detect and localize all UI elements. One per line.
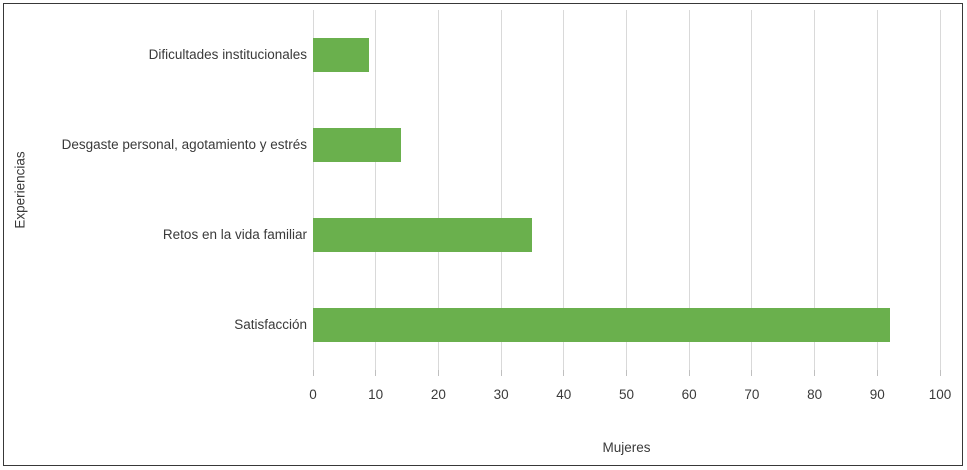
chart-frame: Experiencias Dificultades institucionale… (3, 3, 963, 466)
x-tick-mark (814, 370, 816, 376)
x-tick-mark (751, 370, 753, 376)
gridline (939, 10, 941, 370)
x-tick-label: 0 (309, 387, 317, 402)
category-label: Dificultades institucionales (148, 46, 307, 62)
bar (313, 38, 370, 72)
x-tick-mark (437, 370, 439, 376)
gridline (312, 10, 314, 370)
x-tick-mark (375, 370, 377, 376)
gridline (751, 10, 753, 370)
category-label: Retos en la vida familiar (162, 226, 307, 242)
gridline (814, 10, 816, 370)
x-tick-label: 70 (744, 387, 760, 402)
plot-area: 0 10 20 30 40 50 60 70 80 90 100 (309, 10, 951, 401)
x-tick-label: 90 (869, 387, 885, 402)
category-label: Desgaste personal, agotamiento y estrés (61, 136, 307, 152)
x-tick-label: 50 (618, 387, 635, 402)
x-tick-label: 60 (681, 387, 697, 402)
gridline (437, 10, 439, 370)
x-tick-mark (626, 370, 627, 376)
bar (313, 218, 533, 252)
x-tick-label: 100 (928, 387, 952, 402)
bar (313, 308, 890, 342)
x-tick-mark (563, 370, 565, 376)
gridline (563, 10, 565, 370)
gridline (500, 10, 502, 370)
gridline (688, 10, 690, 370)
x-tick-mark (312, 370, 314, 376)
x-tick-mark (939, 370, 941, 376)
gridline (375, 10, 377, 370)
x-tick-label: 80 (807, 387, 823, 402)
x-tick-label: 30 (493, 387, 509, 402)
gridline (626, 10, 627, 370)
x-tick-label: 40 (556, 387, 572, 402)
x-tick-mark (500, 370, 502, 376)
category-axis: Dificultades institucionales Desgaste per… (4, 10, 307, 370)
x-tick-mark (876, 370, 878, 376)
x-tick-label: 10 (368, 387, 384, 402)
x-tick-label: 20 (430, 387, 446, 402)
x-axis-title: Mujeres (602, 440, 651, 455)
bar (313, 128, 401, 162)
category-label: Satisfacción (234, 316, 307, 332)
gridline (876, 10, 878, 370)
x-tick-mark (688, 370, 690, 376)
